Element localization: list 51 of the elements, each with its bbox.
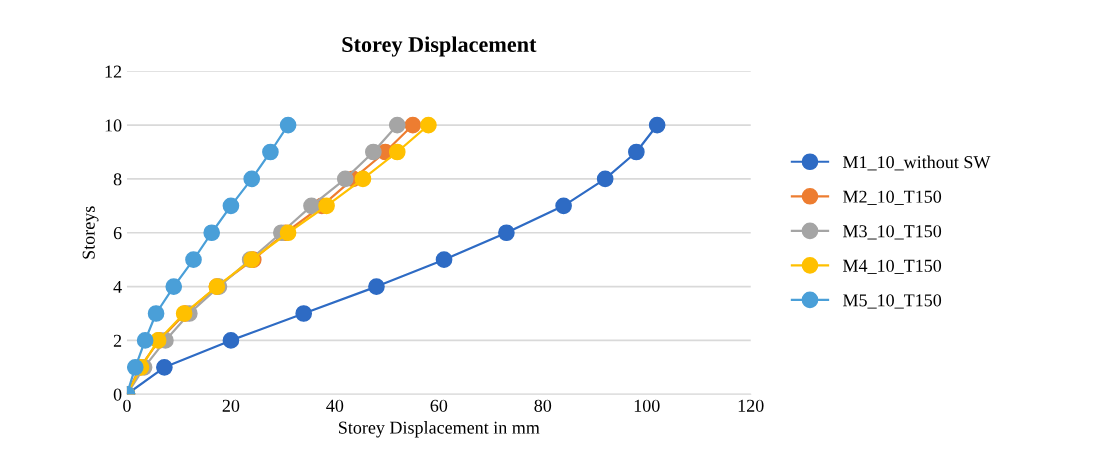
point	[368, 278, 385, 295]
point	[555, 197, 572, 215]
point	[318, 197, 335, 215]
point	[295, 305, 313, 322]
point	[222, 197, 240, 215]
legend-label: M2_10_T150	[843, 190, 942, 205]
point	[498, 224, 515, 242]
y-tick-label: 8	[113, 173, 122, 186]
legend-label: M3_10_T150	[843, 225, 942, 240]
y-tick-label: 0	[113, 388, 122, 401]
point	[203, 224, 221, 242]
point	[165, 278, 183, 295]
point	[365, 143, 382, 161]
legend-label: M5_10_T150	[843, 294, 942, 309]
x-tick-label: 20	[222, 399, 240, 412]
point	[648, 116, 666, 134]
point	[596, 170, 614, 188]
x-tick-label: 40	[326, 399, 344, 412]
point	[388, 143, 406, 161]
chart-title: Storey Displacement	[342, 36, 537, 57]
point	[243, 170, 261, 188]
point	[336, 170, 354, 188]
point	[126, 358, 144, 376]
x-tick-label: 100	[634, 399, 660, 412]
point	[303, 197, 320, 215]
point	[262, 143, 279, 161]
x-tick-label: 80	[534, 399, 552, 412]
point	[354, 170, 372, 188]
legend-label: M1_10_without SW	[843, 155, 991, 171]
point	[136, 332, 154, 349]
legend-label: M4_10_T150	[843, 259, 942, 275]
y-tick-label: 10	[105, 119, 122, 132]
point	[388, 116, 406, 134]
point	[628, 143, 645, 161]
point	[147, 305, 165, 322]
point	[420, 116, 437, 134]
y-tick-label: 2	[113, 334, 122, 347]
point	[156, 358, 173, 376]
y-tick-label: 4	[113, 280, 122, 293]
y-axis-title: Storeys	[82, 206, 99, 259]
y-tick-label: 6	[113, 227, 122, 240]
y-tick-label: 12	[105, 65, 122, 78]
point	[185, 251, 202, 269]
point	[404, 116, 422, 134]
point	[435, 251, 453, 269]
point	[279, 116, 297, 134]
x-tick-label: 0	[123, 399, 131, 412]
x-tick-label: 60	[430, 399, 448, 412]
x-tick-label: 120	[738, 399, 764, 412]
point	[222, 332, 240, 349]
x-axis-title: Storey Displacement in mm	[339, 421, 540, 438]
